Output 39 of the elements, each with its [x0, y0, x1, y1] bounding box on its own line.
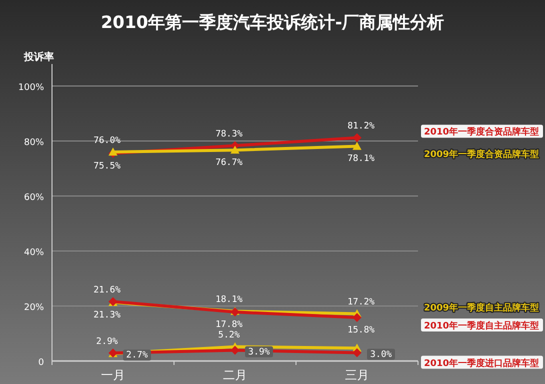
text: 2010年一季度自主品牌车型 — [424, 320, 540, 332]
data-label: 18.1% — [215, 295, 244, 306]
text: 2010年一季度进口品牌车型 — [424, 358, 540, 369]
data-label: 76.7% — [215, 158, 244, 168]
y-tick-label: 0 — [38, 358, 44, 368]
point — [230, 146, 240, 154]
data-label: 75.5% — [93, 161, 122, 172]
y-tick-label: 60% — [24, 193, 44, 203]
data-label: 17.2% — [347, 298, 376, 308]
data-label: 2.9% — [96, 337, 118, 348]
data-label: 2.7% — [126, 350, 148, 361]
point — [230, 346, 240, 355]
y-axis-title: 投诉率 — [23, 51, 54, 63]
text: 2009年一季度合资品牌车型 — [424, 149, 540, 160]
point — [352, 348, 362, 358]
data-label: 17.8% — [215, 320, 244, 330]
text: 2009年一季度自主品牌车型 — [424, 302, 540, 314]
point — [352, 313, 362, 322]
data-label: 3.0% — [370, 350, 392, 360]
y-tick-label: 80% — [24, 138, 44, 148]
data-label: 81.2% — [347, 122, 376, 132]
data-label: 78.1% — [347, 154, 376, 164]
y-tick-label: 20% — [24, 303, 44, 313]
data-label: 21.6% — [93, 286, 122, 296]
y-tick-label: 100% — [18, 83, 44, 93]
data-label: 21.3% — [93, 310, 122, 320]
x-tick-label: 三月 — [345, 368, 369, 382]
point — [352, 133, 362, 142]
text: 2010年一季度合资品牌车型 — [424, 126, 540, 138]
x-tick-label: 一月 — [101, 368, 125, 382]
data-label: 5.2% — [218, 330, 240, 341]
data-label: 76.0% — [93, 136, 122, 146]
chart-title: 2010年第一季度汽车投诉统计-厂商属性分析 — [100, 13, 444, 33]
data-label: 3.9% — [248, 347, 270, 358]
y-tick-label: 40% — [24, 248, 44, 258]
x-tick-label: 二月 — [223, 368, 247, 382]
data-label: 78.3% — [215, 130, 244, 140]
point — [352, 142, 362, 150]
data-label: 15.8% — [347, 326, 376, 336]
